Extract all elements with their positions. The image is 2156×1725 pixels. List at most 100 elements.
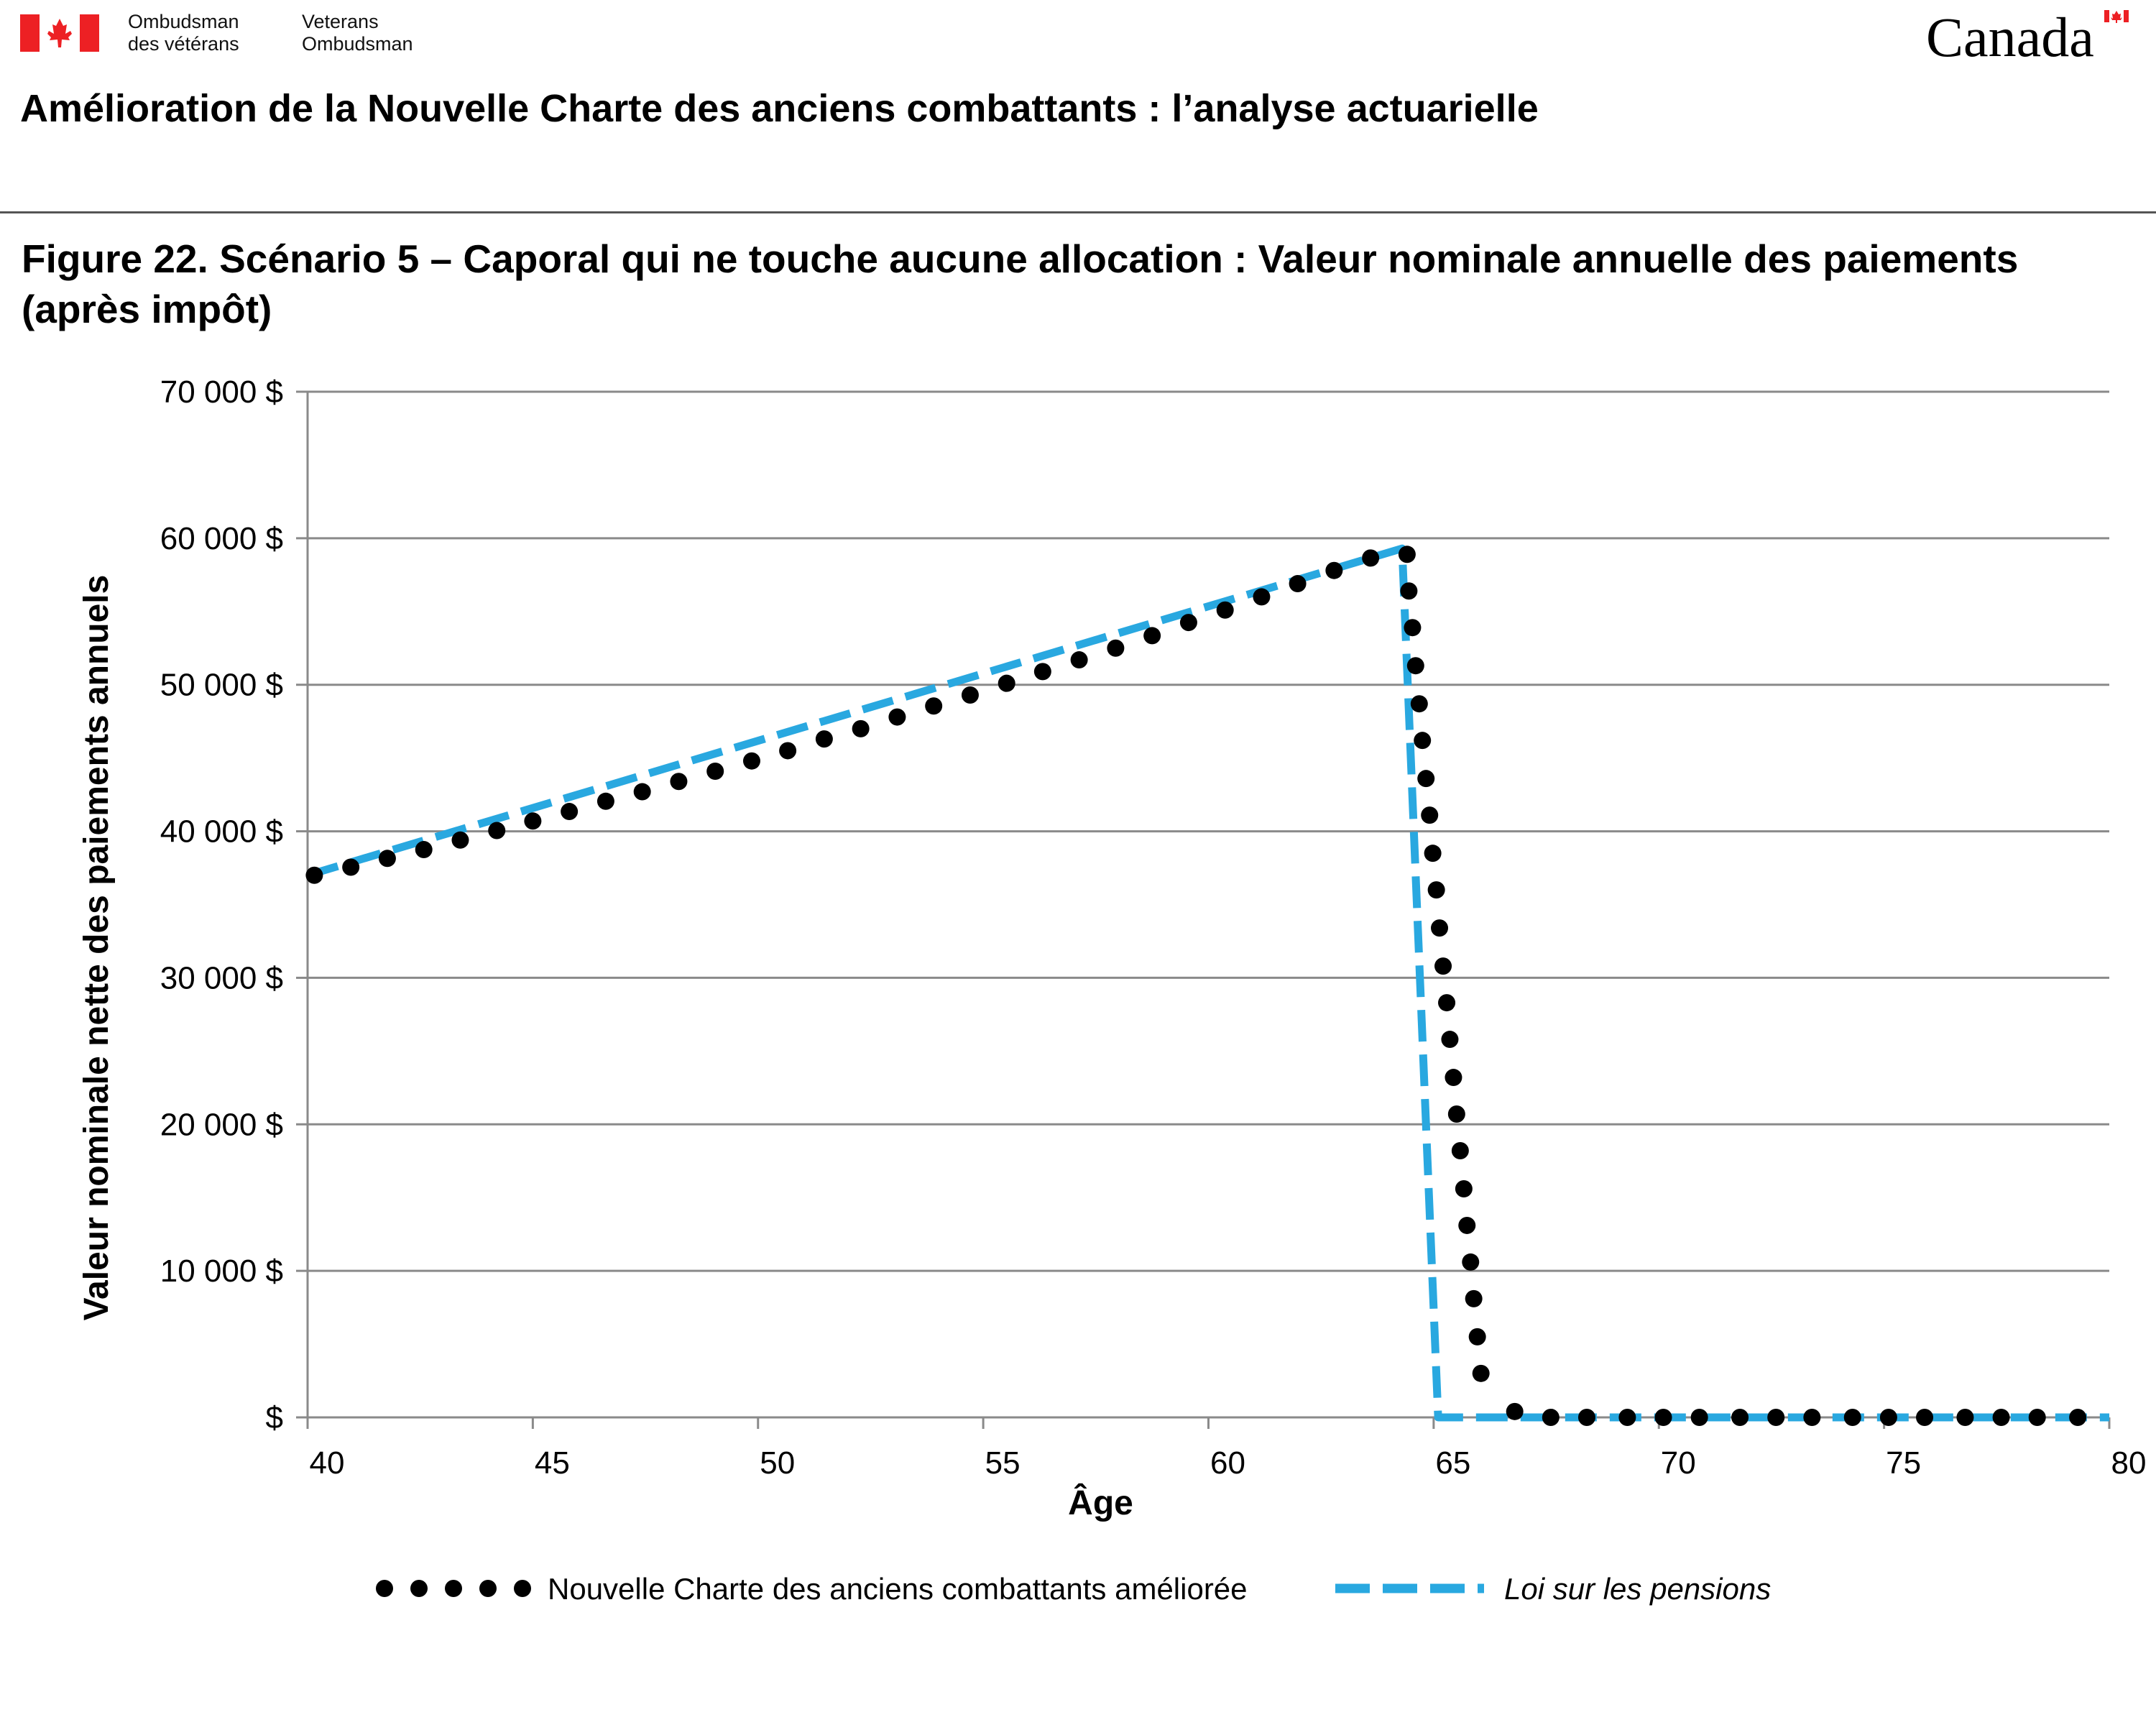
data-point	[415, 841, 433, 859]
data-point	[1542, 1409, 1560, 1426]
data-point	[815, 730, 833, 748]
org-name-en: Veterans Ombudsman	[302, 11, 413, 55]
data-point	[852, 719, 870, 737]
y-tick-label: 40 000 $	[160, 814, 283, 850]
data-point	[2028, 1409, 2046, 1426]
x-tick-label: 40	[310, 1445, 345, 1481]
data-point	[1465, 1289, 1483, 1307]
y-tick-label: 30 000 $	[160, 960, 283, 995]
data-point	[998, 674, 1015, 692]
x-tick-label: 75	[1886, 1445, 1921, 1481]
series-nouvelle-charte	[305, 546, 2087, 1426]
maple-leaf-icon	[47, 19, 72, 47]
data-point	[1843, 1409, 1861, 1426]
data-point	[1992, 1409, 2010, 1426]
wordmark-flag-right	[2124, 10, 2129, 22]
data-point	[1424, 845, 1442, 862]
x-axis-title: Âge	[1068, 1483, 1133, 1522]
data-point	[706, 762, 724, 780]
flag-bar-left	[20, 14, 40, 52]
document-title: Amélioration de la Nouvelle Charte des a…	[20, 87, 1539, 130]
y-tick-label: 70 000 $	[160, 374, 283, 410]
y-tick-label: 60 000 $	[160, 521, 283, 556]
header-divider	[0, 211, 2156, 213]
legend-marker-dots	[479, 1580, 497, 1597]
x-tick-label: 80	[2111, 1445, 2147, 1481]
data-point	[1438, 994, 1456, 1012]
y-tick-label: $	[266, 1400, 283, 1435]
canada-flag-icon	[20, 14, 99, 52]
wordmark-leaf-icon	[2111, 11, 2122, 23]
data-point	[633, 783, 651, 801]
data-point	[1458, 1216, 1476, 1234]
data-point	[1325, 561, 1343, 579]
data-point	[1506, 1402, 1524, 1420]
data-point	[1398, 546, 1416, 564]
series-line-loi-sur-les-pensions	[306, 544, 2109, 1422]
legend-label-nouvelle-charte: Nouvelle Charte des anciens combattants …	[548, 1572, 1248, 1606]
data-point	[1577, 1409, 1595, 1426]
data-point	[1654, 1409, 1672, 1426]
data-point	[451, 831, 469, 849]
x-tick-label: 50	[760, 1445, 795, 1481]
canada-wordmark-text: Canada	[1926, 6, 2094, 66]
legend-marker-dots	[410, 1580, 428, 1597]
data-point	[1417, 770, 1435, 788]
data-point	[779, 742, 797, 760]
wordmark-flag-left	[2104, 10, 2109, 22]
data-point	[1406, 657, 1424, 675]
data-point	[488, 822, 506, 840]
data-point	[378, 850, 396, 868]
data-point	[1414, 732, 1432, 750]
y-tick-label: 20 000 $	[160, 1107, 283, 1142]
data-point	[305, 866, 323, 884]
data-point	[1179, 614, 1197, 632]
data-point	[1731, 1409, 1749, 1426]
data-point	[1289, 575, 1307, 593]
data-point	[561, 803, 579, 821]
data-point	[1472, 1364, 1490, 1382]
data-point	[1441, 1031, 1459, 1049]
data-point	[1070, 651, 1088, 669]
legend: Nouvelle Charte des anciens combattants …	[376, 1572, 1771, 1606]
legend-label-loi-sur-les-pensions: Loi sur les pensions	[1504, 1572, 1771, 1606]
y-axis-title: Valeur nominale nette des paiements annu…	[78, 575, 116, 1321]
data-point	[1956, 1409, 1974, 1426]
data-point	[1434, 957, 1452, 975]
data-point	[1404, 619, 1422, 637]
data-point	[742, 752, 760, 770]
x-tick-label: 55	[985, 1445, 1021, 1481]
data-point	[1216, 601, 1234, 619]
x-tick-label: 65	[1435, 1445, 1470, 1481]
data-point	[596, 792, 614, 810]
org-name-fr: Ombudsman des vétérans	[128, 11, 239, 55]
data-point	[342, 858, 360, 876]
data-point	[1410, 695, 1428, 713]
x-tick-label: 70	[1661, 1445, 1696, 1481]
data-point	[1447, 1105, 1465, 1123]
data-point	[2069, 1409, 2087, 1426]
data-point	[1143, 627, 1161, 645]
data-point	[1253, 588, 1271, 606]
data-point	[1767, 1409, 1785, 1426]
figure-title: Figure 22. Scénario 5 – Caporal qui ne t…	[22, 236, 2019, 331]
data-point	[1462, 1253, 1480, 1271]
x-tick-label: 60	[1210, 1445, 1245, 1481]
y-tick-label: 10 000 $	[160, 1254, 283, 1289]
x-tick-label: 45	[535, 1445, 570, 1481]
data-point	[1362, 549, 1380, 567]
data-point	[1431, 919, 1449, 937]
data-point	[1468, 1328, 1486, 1346]
data-point	[1618, 1409, 1636, 1426]
data-point	[1421, 806, 1439, 824]
data-point	[888, 708, 906, 726]
legend-marker-dots	[376, 1580, 393, 1597]
data-point	[1879, 1409, 1897, 1426]
data-point	[524, 812, 542, 830]
data-point	[1445, 1069, 1462, 1087]
data-point	[1033, 663, 1051, 681]
data-point	[1690, 1409, 1708, 1426]
data-point	[1400, 582, 1418, 600]
data-point	[1455, 1179, 1473, 1197]
